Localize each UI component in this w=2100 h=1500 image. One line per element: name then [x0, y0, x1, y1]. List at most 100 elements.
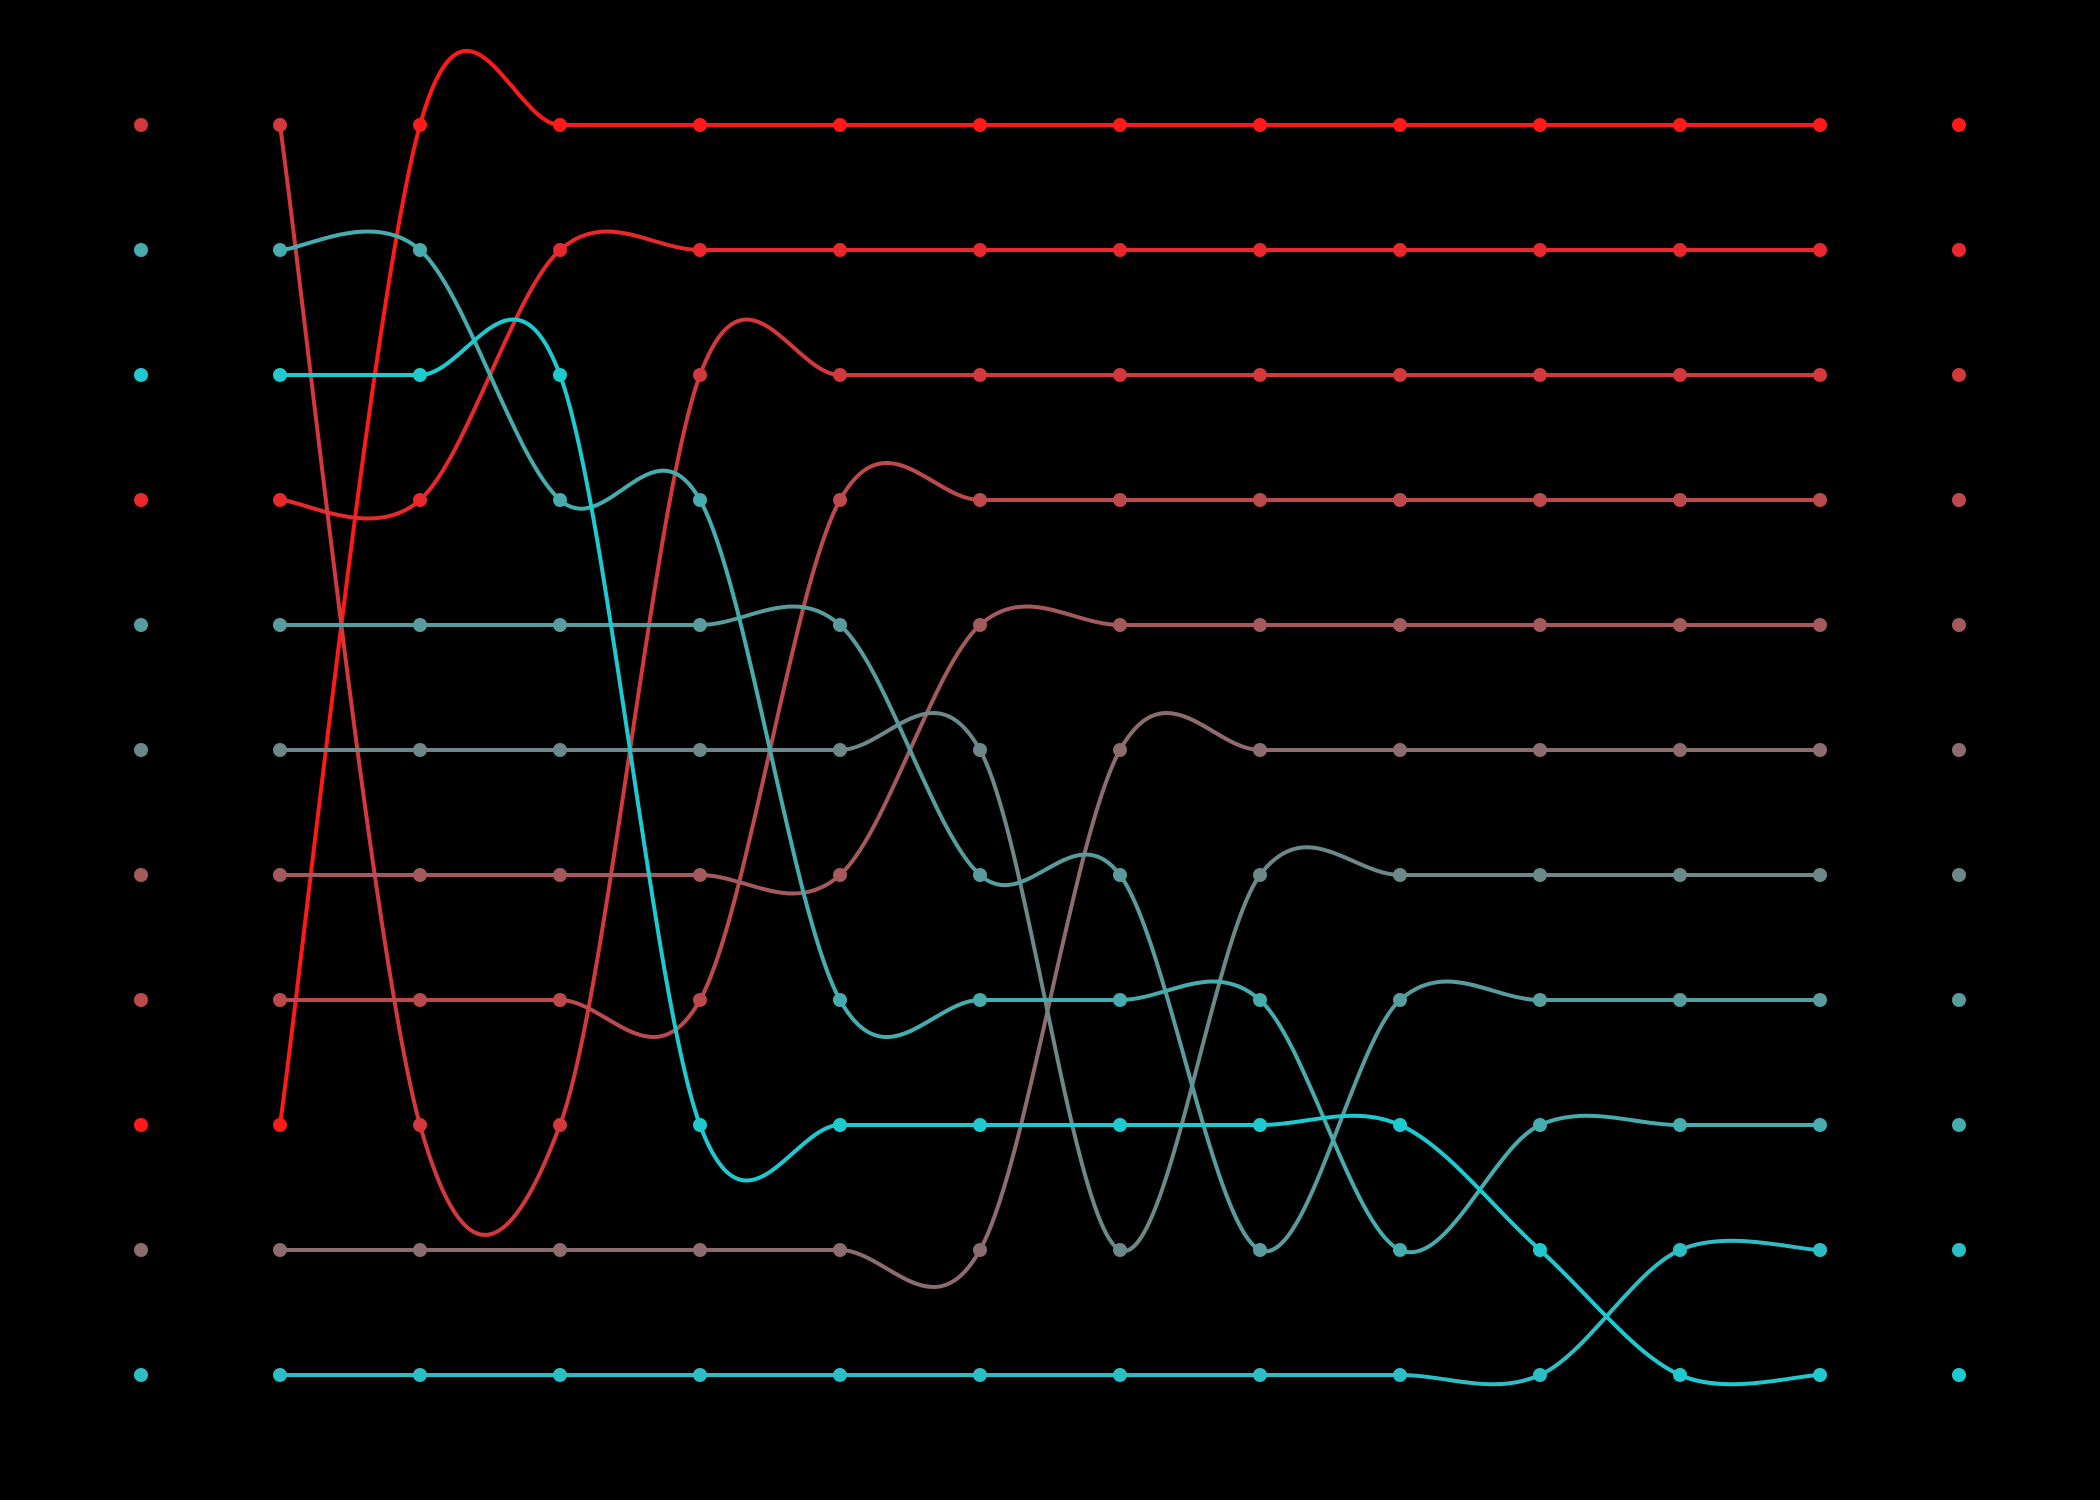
series-point	[1533, 993, 1547, 1007]
series-point	[1393, 993, 1407, 1007]
series-point	[693, 368, 707, 382]
series-point	[1813, 1368, 1827, 1382]
series-point	[1393, 743, 1407, 757]
series-point	[1253, 243, 1267, 257]
start-dot	[134, 493, 148, 507]
start-dot	[134, 118, 148, 132]
series-point	[833, 493, 847, 507]
series-point	[973, 1243, 987, 1257]
series-point	[973, 993, 987, 1007]
series-line	[280, 317, 1821, 1387]
series-point	[1113, 868, 1127, 882]
series-point	[1813, 868, 1827, 882]
series-point	[693, 868, 707, 882]
series-point	[1393, 368, 1407, 382]
series-point	[1533, 1118, 1547, 1132]
series-point	[1253, 1368, 1267, 1382]
series-point	[1113, 743, 1127, 757]
end-dot	[1952, 243, 1966, 257]
series-point	[1393, 1118, 1407, 1132]
series-point	[1813, 1243, 1827, 1257]
end-dot	[1952, 368, 1966, 382]
end-dot	[1952, 868, 1966, 882]
series-point	[553, 1368, 567, 1382]
series-point	[1113, 243, 1127, 257]
series-point	[273, 993, 287, 1007]
series-point	[973, 1118, 987, 1132]
series-line	[279, 1238, 1821, 1387]
start-dot	[134, 868, 148, 882]
series-point	[553, 368, 567, 382]
series-point	[973, 118, 987, 132]
series-point	[693, 993, 707, 1007]
series-line	[278, 124, 1820, 1237]
series-point	[413, 618, 427, 632]
series-point	[833, 1368, 847, 1382]
series-point	[413, 1368, 427, 1382]
series-point	[273, 743, 287, 757]
series-point	[273, 243, 287, 257]
series-point	[1673, 118, 1687, 132]
series-point	[273, 1243, 287, 1257]
end-dot	[1952, 1118, 1966, 1132]
series-point	[1253, 618, 1267, 632]
series-point	[413, 868, 427, 882]
series-point	[833, 1118, 847, 1132]
series-point	[553, 1243, 567, 1257]
series-point	[413, 993, 427, 1007]
start-dot	[134, 1368, 148, 1382]
series-point	[973, 368, 987, 382]
series-point	[273, 1118, 287, 1132]
series-point	[693, 493, 707, 507]
series-point	[1253, 1118, 1267, 1132]
series-point	[973, 1368, 987, 1382]
end-dot	[1952, 618, 1966, 632]
series-point	[1113, 618, 1127, 632]
series-point	[273, 1368, 287, 1382]
series-point	[1113, 993, 1127, 1007]
series-point	[413, 1243, 427, 1257]
series-point	[553, 618, 567, 632]
series-point	[1673, 993, 1687, 1007]
series-line	[279, 229, 1820, 1255]
series-point	[1253, 118, 1267, 132]
end-dot	[1952, 743, 1966, 757]
series-point	[1393, 243, 1407, 257]
series-point	[553, 118, 567, 132]
series-point	[1813, 118, 1827, 132]
series-point	[1393, 493, 1407, 507]
series-point	[1393, 868, 1407, 882]
series-point	[833, 1243, 847, 1257]
series-point	[1813, 1118, 1827, 1132]
start-dot	[134, 243, 148, 257]
series-point	[413, 243, 427, 257]
series-point	[1393, 1368, 1407, 1382]
series-point	[1673, 1243, 1687, 1257]
series-point	[273, 493, 287, 507]
series-point	[1253, 1243, 1267, 1257]
series-point	[833, 868, 847, 882]
series-point	[1533, 368, 1547, 382]
series-point	[1533, 493, 1547, 507]
series-point	[1533, 868, 1547, 882]
series-point	[693, 743, 707, 757]
series-point	[1393, 618, 1407, 632]
series-point	[833, 243, 847, 257]
series-point	[1673, 368, 1687, 382]
series-point	[1673, 493, 1687, 507]
series-line	[278, 49, 1820, 1126]
series-point	[1813, 743, 1827, 757]
series-point	[1533, 618, 1547, 632]
series-point	[1113, 1368, 1127, 1382]
series-point	[553, 743, 567, 757]
series-point	[973, 743, 987, 757]
series-point	[973, 493, 987, 507]
series-point	[553, 868, 567, 882]
series-point	[413, 493, 427, 507]
series-point	[1253, 368, 1267, 382]
series-point	[973, 868, 987, 882]
series-point	[413, 118, 427, 132]
series-point	[833, 743, 847, 757]
series-point	[1113, 1243, 1127, 1257]
series-point	[693, 118, 707, 132]
